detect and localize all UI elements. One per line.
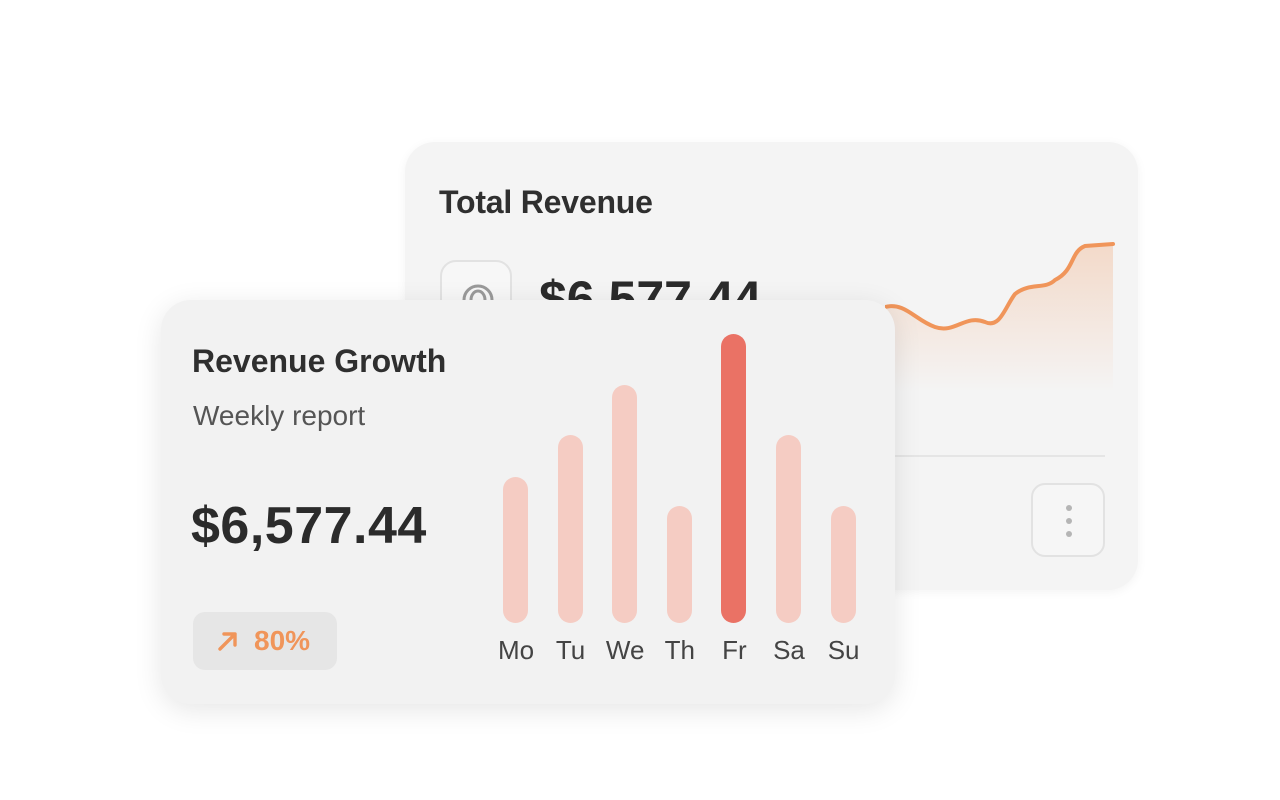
bar-label-tu: Tu [555,635,586,665]
revenue-growth-card: Revenue Growth Weekly report $6,577.44 8… [161,300,895,704]
growth-percent: 80% [254,625,311,656]
bar-label-sa: Sa [773,635,805,665]
revenue-growth-amount: $6,577.44 [191,497,427,555]
bar-tu [557,435,583,623]
revenue-growth-title: Revenue Growth [192,343,447,379]
bar-label-su: Su [827,635,860,665]
bar-label-mo: Mo [497,635,535,665]
revenue-growth-subtitle: Weekly report [193,400,366,431]
bar-label-th: Th [664,635,695,665]
bar-sa [776,435,801,623]
more-options-button[interactable] [1031,483,1105,557]
bar-column-su: Su [819,300,869,704]
bar-th [666,506,692,623]
bar-label-we: We [605,635,645,665]
bar-mo [503,477,528,623]
bar-column-we: We [600,300,650,704]
bar-column-tu: Tu [546,300,596,704]
more-vertical-icon [1066,505,1072,537]
bar-column-mo: Mo [491,300,541,704]
bar-column-sa: Sa [764,300,814,704]
bar-column-th: Th [655,300,705,704]
weekly-bar-chart: Mo Tu We Th Fr Sa Su [491,300,871,704]
bar-fr [721,334,747,623]
bar-label-fr: Fr [722,635,747,665]
bar-su [830,506,856,623]
bar-column-fr: Fr [709,300,759,704]
bar-we [612,385,638,623]
growth-badge: 80% [193,612,337,670]
arrow-up-right-icon [218,632,237,651]
revenue-trend-line [885,242,1115,392]
total-revenue-title: Total Revenue [439,184,653,220]
